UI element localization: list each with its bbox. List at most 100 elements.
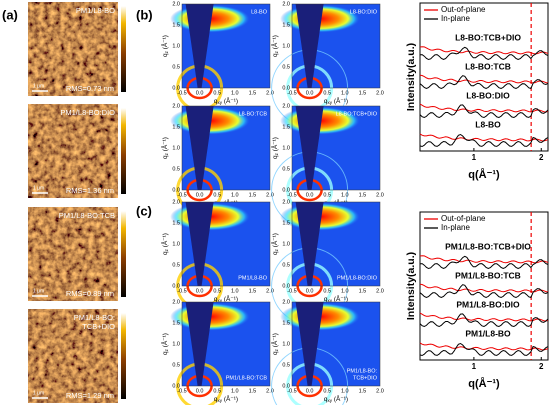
x-tick-label: 1.5 <box>359 192 367 198</box>
x-tick-label: 2 <box>539 153 544 162</box>
y-tick-label: 2.0 <box>282 103 290 109</box>
x-axis-unit: (Å⁻¹) <box>332 96 348 105</box>
giwaxs-label: L8-BO:TCB+DIO <box>336 111 378 117</box>
y-tick-label: 2.0 <box>172 103 180 109</box>
y-tick-label: 0.5 <box>282 64 290 70</box>
afm-label: TCB+DIO <box>82 322 115 331</box>
x-tick-label: 0.0 <box>196 192 204 198</box>
x-tick-label: 0.0 <box>306 90 314 96</box>
detector-gap <box>185 202 214 286</box>
y-tick-label: 0.0 <box>172 283 180 289</box>
y-tick-label: 0.5 <box>282 362 290 368</box>
curve-label: L8-BO:DIO <box>466 90 510 100</box>
afm-rms: RMS=0.73 nm <box>66 84 114 93</box>
panel-label: (b) <box>136 7 153 22</box>
x-axis-sub: xy <box>218 298 223 303</box>
x-tick-label: 1.0 <box>341 90 349 96</box>
x-tick-label: 1.0 <box>231 388 239 394</box>
colorbar <box>121 211 126 297</box>
plot-frame <box>419 211 549 361</box>
giwaxs-label: PM1/L8-BO:DIO <box>337 275 378 281</box>
afm-texture <box>28 104 118 198</box>
x-axis-label: qxy (Å⁻¹) <box>214 96 238 105</box>
curve-label: L8-BO:TCB+DIO <box>455 32 521 42</box>
x-tick-label: 2.0 <box>376 388 384 394</box>
y-tick-label: 1.0 <box>172 43 180 49</box>
out-of-plane-curve <box>419 133 549 142</box>
x-axis-symbol: q <box>214 98 218 105</box>
x-tick-label: -0.5 <box>177 388 186 394</box>
x-axis-unit: (Å⁻¹) <box>222 394 238 403</box>
y-axis-symbol: q <box>162 155 169 159</box>
y-tick-label: 1.0 <box>282 241 290 247</box>
x-axis-label: qxy (Å⁻¹) <box>324 294 348 303</box>
y-axis-symbol: q <box>162 53 169 57</box>
giwaxs-image <box>170 105 271 214</box>
afm-label: PM1/L8-BO:DIO <box>60 108 115 117</box>
y-tick-label: 0.0 <box>172 187 180 193</box>
detector-gap <box>295 4 324 88</box>
afm-texture <box>28 207 118 301</box>
x-axis-symbol: q <box>214 396 218 403</box>
x-tick-label: 0.0 <box>306 192 314 198</box>
in-plane-curve <box>419 284 549 299</box>
detector-gap <box>295 106 324 190</box>
giwaxs-image <box>170 301 271 405</box>
y-tick-label: 0.0 <box>282 283 290 289</box>
x-tick-label: 0.5 <box>323 192 331 198</box>
y-axis-label: qz (Å⁻¹) <box>160 137 169 159</box>
y-axis-symbol: q <box>272 53 279 57</box>
y-axis-symbol: q <box>272 155 279 159</box>
in-plane-curve <box>419 342 549 357</box>
x-axis-sub: xy <box>218 398 223 403</box>
x-axis-label: q(Å⁻¹) <box>468 377 500 390</box>
y-tick-label: 0.0 <box>282 187 290 193</box>
x-tick-label: 2.0 <box>376 192 384 198</box>
curve-label: L8-BO:TCB <box>465 61 511 71</box>
x-tick-label: -0.5 <box>177 288 186 294</box>
detector-gap <box>295 302 324 386</box>
giwaxs-frame <box>181 105 271 191</box>
y-tick-label: 1.5 <box>172 124 180 130</box>
y-tick-label: 2.0 <box>172 1 180 7</box>
x-tick-label: -0.5 <box>287 288 296 294</box>
detector-gap <box>185 106 214 190</box>
x-axis-symbol: q <box>214 296 218 303</box>
giwaxs-label: L8-BO:DIO <box>350 9 378 15</box>
giwaxs-image <box>271 301 381 405</box>
afm-rms: RMS=0.89 nm <box>66 289 114 298</box>
afm-rms: RMS=1.29 nm <box>66 391 114 400</box>
y-axis-sub: z <box>164 348 169 351</box>
y-axis-label: qz (Å⁻¹) <box>270 233 279 255</box>
giwaxs-image <box>271 3 381 127</box>
y-tick-label: 1.0 <box>172 341 180 347</box>
in-plane-curve <box>419 104 549 119</box>
y-axis-unit: (Å⁻¹) <box>160 137 169 153</box>
y-axis-unit: (Å⁻¹) <box>270 137 279 153</box>
x-axis-label: qxy (Å⁻¹) <box>324 394 348 403</box>
x-tick-label: 1.5 <box>249 90 257 96</box>
x-tick-label: 0.5 <box>213 192 221 198</box>
giwaxs-frame <box>181 3 271 89</box>
x-axis-unit: (Å⁻¹) <box>332 294 348 303</box>
in-plane-curve <box>419 46 549 61</box>
y-tick-label: 2.0 <box>172 299 180 305</box>
x-axis-unit: (Å⁻¹) <box>332 394 348 403</box>
giwaxs-image <box>170 3 271 112</box>
x-tick-label: 1.5 <box>359 288 367 294</box>
x-tick-label: 1.0 <box>341 192 349 198</box>
x-tick-label: 2.0 <box>266 288 274 294</box>
giwaxs-image <box>271 201 381 325</box>
y-tick-label: 1.0 <box>282 341 290 347</box>
y-tick-label: 1.5 <box>172 220 180 226</box>
y-axis-unit: (Å⁻¹) <box>270 233 279 249</box>
y-axis-label: qz (Å⁻¹) <box>270 35 279 57</box>
plot-frame <box>419 2 549 152</box>
colorbar <box>121 313 126 399</box>
y-tick-label: 1.5 <box>282 22 290 28</box>
y-axis-label: qz (Å⁻¹) <box>160 333 169 355</box>
y-tick-label: 2.0 <box>282 299 290 305</box>
y-axis-sub: z <box>274 50 279 53</box>
giwaxs-label: L8-BO <box>251 9 268 15</box>
panel-label: (c) <box>136 203 152 218</box>
